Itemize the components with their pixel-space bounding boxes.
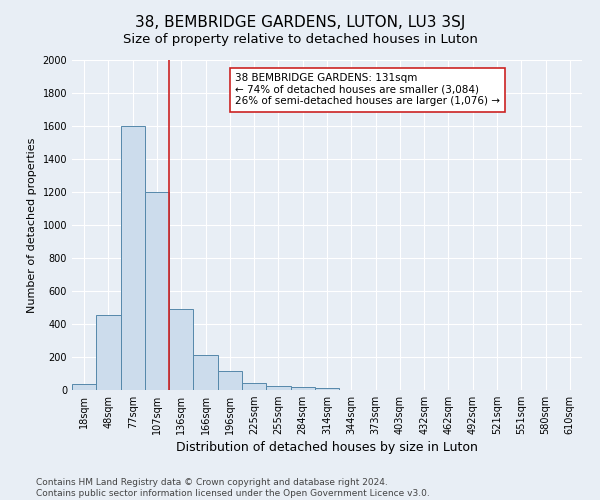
Bar [169,309,193,390]
Text: 38 BEMBRIDGE GARDENS: 131sqm
← 74% of detached houses are smaller (3,084)
26% of: 38 BEMBRIDGE GARDENS: 131sqm ← 74% of de… [235,73,500,106]
Bar [290,386,315,390]
Bar [121,126,145,390]
Bar [315,388,339,390]
Y-axis label: Number of detached properties: Number of detached properties [27,138,37,312]
Bar [72,384,96,390]
Bar [218,371,242,390]
Text: Size of property relative to detached houses in Luton: Size of property relative to detached ho… [122,32,478,46]
Bar [266,386,290,390]
Bar [193,356,218,390]
Bar [96,315,121,390]
X-axis label: Distribution of detached houses by size in Luton: Distribution of detached houses by size … [176,442,478,454]
Bar [242,382,266,390]
Text: 38, BEMBRIDGE GARDENS, LUTON, LU3 3SJ: 38, BEMBRIDGE GARDENS, LUTON, LU3 3SJ [135,15,465,30]
Text: Contains HM Land Registry data © Crown copyright and database right 2024.
Contai: Contains HM Land Registry data © Crown c… [36,478,430,498]
Bar [145,192,169,390]
